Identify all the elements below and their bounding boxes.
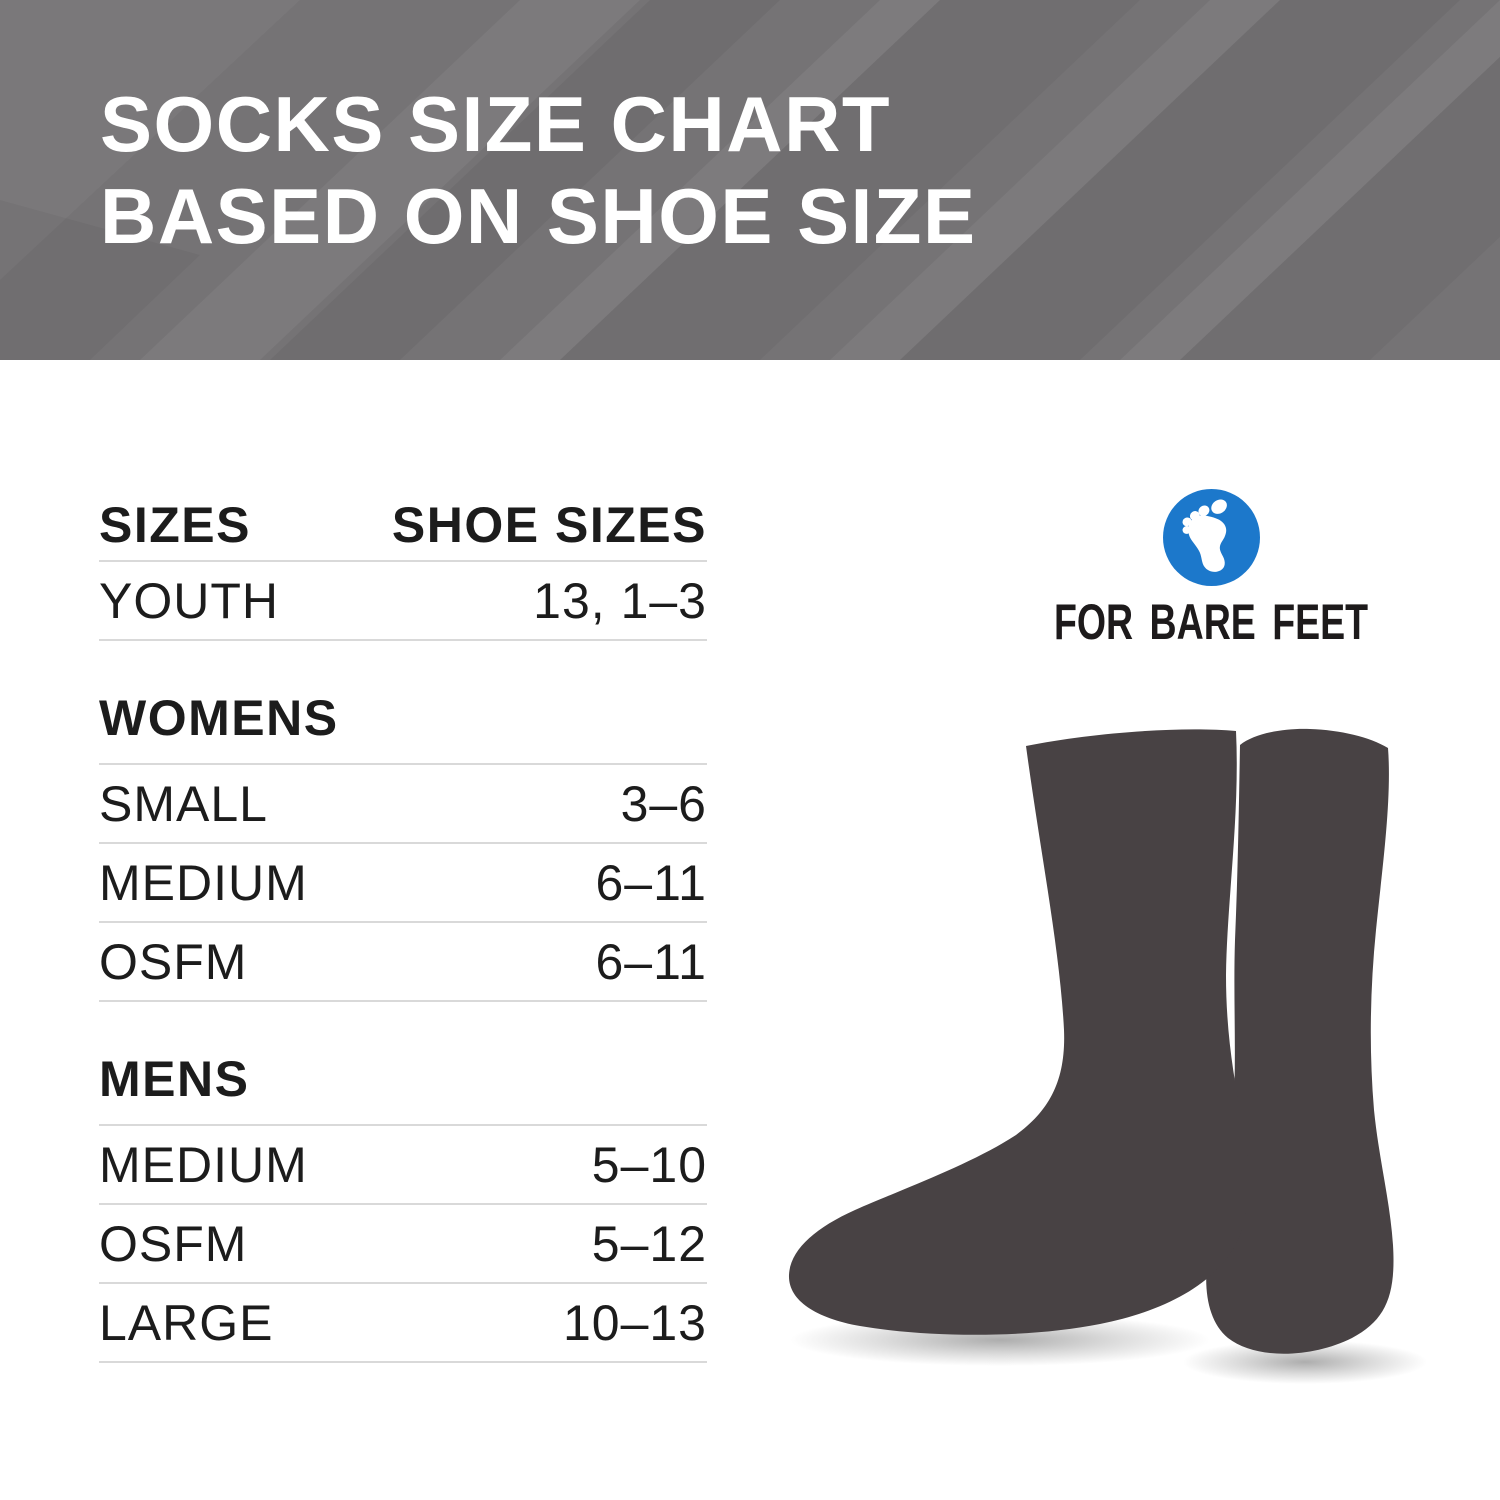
row-value: 5–10 xyxy=(591,1136,707,1193)
row-label: LARGE xyxy=(99,1294,274,1351)
table-header-row: SIZES SHOE SIZES xyxy=(99,492,707,562)
row-label: OSFM xyxy=(99,1215,248,1272)
row-value: 13, 1–3 xyxy=(533,572,707,629)
group-heading-label: MENS xyxy=(99,1051,250,1107)
header-banner: SOCKS SIZE CHART BASED ON SHOE SIZE xyxy=(0,0,1500,360)
row-value: 5–12 xyxy=(591,1215,707,1272)
pair-of-socks-illustration xyxy=(788,728,1427,1384)
table-row: YOUTH 13, 1–3 xyxy=(99,562,707,641)
footprint-icon xyxy=(1163,489,1260,586)
size-chart-table: SIZES SHOE SIZES YOUTH 13, 1–3 WOMENS SM… xyxy=(99,492,707,1363)
table-row: OSFM 5–12 xyxy=(99,1205,707,1284)
table-row: MEDIUM 6–11 xyxy=(99,844,707,923)
page-title: SOCKS SIZE CHART BASED ON SHOE SIZE xyxy=(100,78,976,262)
page-title-line2: BASED ON SHOE SIZE xyxy=(100,172,977,260)
group-heading-label: WOMENS xyxy=(99,690,339,746)
row-value: 6–11 xyxy=(595,933,707,990)
column-header-sizes: SIZES xyxy=(99,497,251,553)
brand-wordmark: FOR BARE FEET xyxy=(1002,593,1421,651)
table-row: LARGE 10–13 xyxy=(99,1284,707,1363)
table-row: SMALL 3–6 xyxy=(99,765,707,844)
table-group-heading-mens: MENS xyxy=(99,1002,707,1126)
page-title-line1: SOCKS SIZE CHART xyxy=(100,80,892,168)
row-value: 6–11 xyxy=(595,854,707,911)
row-label: YOUTH xyxy=(99,572,279,629)
column-header-shoe-sizes: SHOE SIZES xyxy=(391,497,707,553)
table-row: OSFM 6–11 xyxy=(99,923,707,1002)
row-label: MEDIUM xyxy=(99,1136,308,1193)
left-sock xyxy=(788,729,1249,1335)
right-sock-shadow xyxy=(1183,1340,1427,1384)
row-value: 3–6 xyxy=(620,775,707,832)
row-label: MEDIUM xyxy=(99,854,308,911)
row-value: 10–13 xyxy=(562,1294,707,1351)
table-row: MEDIUM 5–10 xyxy=(99,1126,707,1205)
right-sock xyxy=(1206,728,1394,1354)
brand-text: FOR BARE FEET xyxy=(1053,594,1369,650)
row-label: OSFM xyxy=(99,933,248,990)
row-label: SMALL xyxy=(99,775,268,832)
table-group-heading-womens: WOMENS xyxy=(99,641,707,765)
banner-diagonal-stripes-decoration xyxy=(0,0,1500,360)
